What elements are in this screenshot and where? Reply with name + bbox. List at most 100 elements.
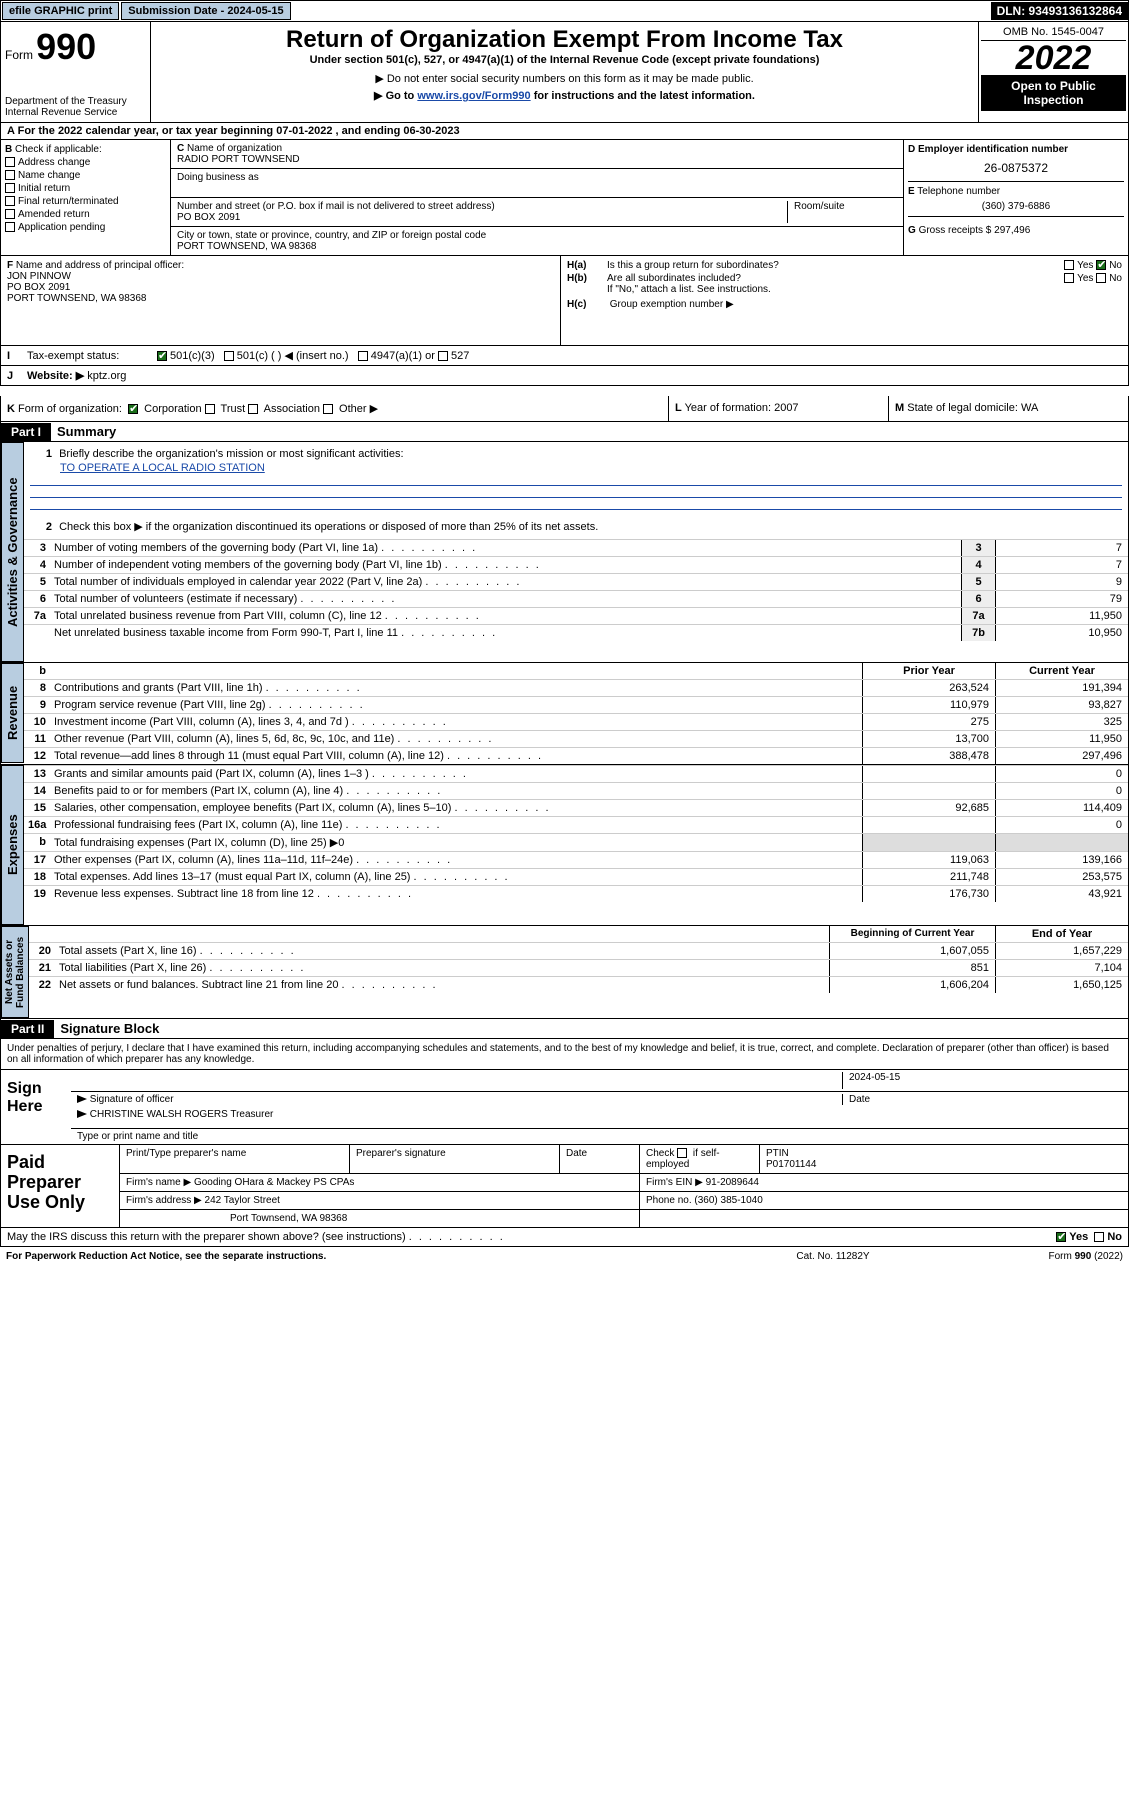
curr-val: 93,827: [995, 697, 1128, 713]
part-1-title: Summary: [51, 422, 122, 441]
form-subtitle-1: Under section 501(c), 527, or 4947(a)(1)…: [155, 54, 974, 66]
may-yes-checkbox[interactable]: [1056, 1232, 1066, 1242]
line-num: 8: [24, 680, 50, 696]
firm-phone: (360) 385-1040: [694, 1195, 762, 1206]
may-q: May the IRS discuss this return with the…: [7, 1231, 406, 1243]
line-num: 12: [24, 748, 50, 764]
k-opt-checkbox[interactable]: [323, 404, 333, 414]
part-1-header: Part I: [1, 423, 51, 441]
checkbox-name-change[interactable]: [5, 170, 15, 180]
curr-val: 0: [995, 766, 1128, 782]
row-a-period: A For the 2022 calendar year, or tax yea…: [0, 123, 1129, 140]
line-ref: 7a: [961, 608, 995, 624]
checkb-item: Amended return: [18, 209, 90, 220]
sig-label: Signature of officer: [90, 1094, 174, 1105]
row-klm: K Form of organization: Corporation Trus…: [0, 396, 1129, 422]
shade-cell: [995, 834, 1128, 851]
line-desc: Benefits paid to or for members (Part IX…: [50, 783, 862, 799]
k-opt-checkbox[interactable]: [248, 404, 258, 414]
527-checkbox[interactable]: [438, 351, 448, 361]
line-num: 7a: [24, 608, 50, 624]
line-val: 9: [995, 574, 1128, 590]
ein-value: 26-0875372: [908, 155, 1124, 181]
part-2-header: Part II: [1, 1020, 54, 1038]
org-city: PORT TOWNSEND, WA 98368: [177, 241, 317, 252]
checkb-item: Final return/terminated: [18, 196, 119, 207]
checkbox-address-change[interactable]: [5, 157, 15, 167]
website-label: Website: ▶: [27, 369, 84, 382]
form-word: Form: [5, 48, 33, 62]
line-ref: 4: [961, 557, 995, 573]
checkb-item: Address change: [18, 157, 90, 168]
sign-here-label: Sign Here: [1, 1070, 71, 1144]
letter-b: B: [5, 144, 12, 155]
prior-val: 119,063: [862, 852, 995, 868]
527-label: 527: [451, 350, 469, 362]
mission-text[interactable]: TO OPERATE A LOCAL RADIO STATION: [60, 462, 265, 474]
line-desc: Contributions and grants (Part VIII, lin…: [50, 680, 862, 696]
yes-label-2: Yes: [1077, 273, 1093, 284]
phone-value: (360) 379-6886: [908, 197, 1124, 216]
header-right: OMB No. 1545-0047 2022 Open to Public In…: [978, 22, 1128, 122]
firm-addr2: Port Townsend, WA 98368: [119, 1210, 639, 1227]
k-opt-checkbox[interactable]: [128, 404, 138, 414]
form-subtitle-2: ▶ Do not enter social security numbers o…: [155, 72, 974, 85]
line-val: 7: [995, 557, 1128, 573]
checkbox-final-return-terminated[interactable]: [5, 196, 15, 206]
officer-city: PORT TOWNSEND, WA 98368: [7, 293, 147, 304]
part-2-title: Signature Block: [54, 1019, 165, 1038]
checkb-label: Check if applicable:: [15, 144, 102, 155]
may-no: No: [1107, 1231, 1122, 1243]
form990-link[interactable]: www.irs.gov/Form990: [417, 90, 530, 102]
prior-val: [862, 766, 995, 782]
curr-val: 253,575: [995, 869, 1128, 885]
checkbox-application-pending[interactable]: [5, 222, 15, 232]
line-num: 3: [24, 540, 50, 556]
addr-label: Number and street (or P.O. box if mail i…: [177, 201, 495, 212]
name-title-label: Type or print name and title: [71, 1129, 1128, 1144]
letter-j: J: [7, 370, 27, 382]
header-center: Return of Organization Exempt From Incom…: [151, 22, 978, 122]
checkbox-amended-return[interactable]: [5, 209, 15, 219]
line-desc: Total fundraising expenses (Part IX, col…: [50, 834, 862, 851]
current-year-header: Current Year: [995, 663, 1128, 679]
officer-addr: PO BOX 2091: [7, 282, 70, 293]
line-num: 4: [24, 557, 50, 573]
hb-yes-checkbox[interactable]: [1064, 273, 1074, 283]
firm-addr1: 242 Taylor Street: [205, 1195, 280, 1206]
beginning-year-header: Beginning of Current Year: [829, 926, 995, 942]
checkb-item: Name change: [18, 170, 80, 181]
hb-no-checkbox[interactable]: [1096, 273, 1106, 283]
line-desc: Total number of individuals employed in …: [50, 574, 961, 590]
line-desc: Program service revenue (Part VIII, line…: [50, 697, 862, 713]
irs-label: Internal Revenue Service: [5, 107, 146, 118]
line-desc: Total unrelated business revenue from Pa…: [50, 608, 961, 624]
letter-k: K: [7, 403, 15, 415]
may-no-checkbox[interactable]: [1094, 1232, 1104, 1242]
501c3-checkbox[interactable]: [157, 351, 167, 361]
efile-button[interactable]: efile GRAPHIC print: [2, 2, 119, 20]
checkbox-initial-return[interactable]: [5, 183, 15, 193]
4947-checkbox[interactable]: [358, 351, 368, 361]
501c-checkbox[interactable]: [224, 351, 234, 361]
letter-hb: H(b): [567, 273, 607, 284]
end-val: 7,104: [995, 960, 1128, 976]
checkb-item: Application pending: [18, 222, 105, 233]
letter-m: M: [895, 402, 904, 414]
prior-val: 110,979: [862, 697, 995, 713]
website-value: kptz.org: [87, 370, 126, 382]
prior-val: 263,524: [862, 680, 995, 696]
tab-revenue: Revenue: [1, 663, 24, 763]
letter-a: A: [7, 125, 15, 137]
letter-i: I: [7, 350, 27, 362]
firm-name-label: Firm's name ▶: [126, 1177, 191, 1188]
may-yes: Yes: [1069, 1231, 1088, 1243]
k-opt-checkbox[interactable]: [205, 404, 215, 414]
line-val: 79: [995, 591, 1128, 607]
tab-expenses: Expenses: [1, 765, 24, 925]
row-j: J Website: ▶ kptz.org: [0, 366, 1129, 386]
ha-no-checkbox[interactable]: [1096, 260, 1106, 270]
firm-ein-label: Firm's EIN ▶: [646, 1177, 703, 1188]
ha-yes-checkbox[interactable]: [1064, 260, 1074, 270]
self-employed-checkbox[interactable]: [677, 1148, 687, 1158]
